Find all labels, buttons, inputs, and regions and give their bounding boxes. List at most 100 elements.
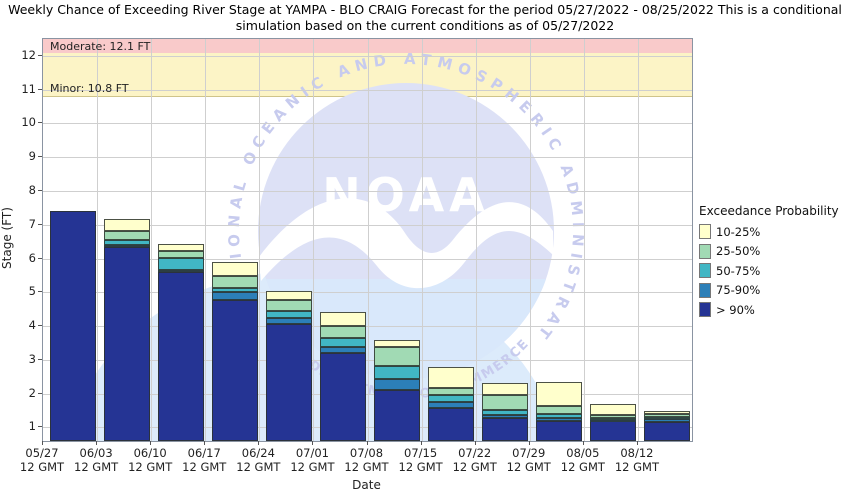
y-tick-mark [38,88,42,90]
moderate-flood-label: Moderate: 12.1 FT [50,40,151,53]
chart-title: Weekly Chance of Exceeding River Stage a… [0,2,850,33]
y-tick-mark [38,156,42,158]
bar-segment [319,353,366,441]
v-gridline [259,39,261,441]
bar-segment [428,394,475,403]
minor-flood-label: Minor: 10.8 FT [50,82,129,96]
legend-label: 25-50% [716,244,761,259]
bar-segment [482,418,529,441]
x-tick-mark [42,441,43,445]
legend-item-90: > 90% [699,300,839,320]
y-tick-mark [38,426,42,428]
legend-label: 50-75% [716,263,761,278]
legend-item-5075: 50-75% [699,261,839,281]
y-tick-mark [38,122,42,124]
y-tick-label: 4 [28,318,36,333]
x-tick-mark [420,441,422,445]
bar-segment [49,211,96,441]
bar-segment [103,247,150,441]
bar-segment [265,291,312,300]
x-tick-mark [96,441,98,445]
legend-item-2550: 25-50% [699,242,839,262]
bar-segment [644,410,691,414]
plot-area: NOAA NATIONAL OCEANIC AND ATMOSPHERIC AD… [42,38,693,442]
bar-segment [374,366,421,380]
bar-segment [157,258,204,271]
v-gridline [637,39,639,441]
legend-swatch [699,224,711,240]
bar-segment [428,407,475,441]
x-tick-mark [528,441,530,445]
y-tick-label: 3 [28,351,36,366]
bar-segment [319,325,366,338]
y-tick-mark [38,325,42,327]
y-tick-mark [38,257,42,259]
y-tick-mark [38,291,42,293]
x-axis-label: Date [352,478,381,492]
x-tick-mark [258,441,260,445]
y-tick-mark [38,190,42,192]
bar-segment [211,287,258,293]
x-tick-mark [150,441,152,445]
x-tick-mark [366,441,368,445]
bar-segment [103,230,150,240]
x-tick-mark [474,441,476,445]
bar-segment [644,419,691,423]
noaa-watermark-text: NOAA [322,168,490,222]
bar-segment [103,245,150,248]
bar-segment [590,414,637,419]
bar-segment [536,418,583,421]
noaa-watermark-gull [259,198,553,289]
bar-segment [536,381,583,406]
x-tick-mark [582,441,584,445]
x-tick-label: 08/05 12 GMT [560,446,605,474]
v-gridline [583,39,585,441]
x-tick-mark [312,441,314,445]
bar-segment [374,347,421,366]
bar-segment [157,250,204,259]
bar-segment [265,318,312,325]
legend-swatch [699,263,711,279]
bar-segment [265,310,312,319]
y-tick-label: 5 [28,284,36,299]
legend-title: Exceedance Probability [699,204,839,218]
x-tick-label: 06/03 12 GMT [74,446,119,474]
v-gridline [421,39,423,441]
legend-swatch [699,282,711,298]
bar-segment [644,417,691,420]
y-tick-label: 9 [28,149,36,164]
bar-segment [428,402,475,408]
x-tick-label: 08/12 12 GMT [614,446,659,474]
y-tick-label: 10 [21,115,36,130]
bar-segment [482,382,529,396]
bar-segment [482,395,529,410]
x-tick-label: 07/01 12 GMT [290,446,335,474]
bar-segment [211,292,258,300]
x-tick-label: 07/22 12 GMT [452,446,497,474]
v-gridline [313,39,315,441]
y-tick-label: 11 [21,81,36,96]
bar-segment [536,420,583,441]
x-tick-mark [204,441,206,445]
bar-segment [590,421,637,441]
bar-segment [103,240,150,246]
bar-segment [374,339,421,348]
bar-segment [590,420,637,423]
bar-segment [374,389,421,441]
bar-segment [157,270,204,273]
legend: Exceedance Probability 10-25% 25-50% 50-75… [699,204,839,320]
bar-segment [536,405,583,414]
v-gridline [529,39,531,441]
chart-title-line1: Weekly Chance of Exceeding River Stage a… [8,2,842,17]
y-tick-label: 2 [28,385,36,400]
legend-swatch [699,302,711,318]
bar-segment [644,422,691,441]
bar-segment [319,312,366,326]
v-gridline [367,39,369,441]
v-gridline [151,39,153,441]
bar-segment [103,219,150,231]
x-tick-label: 07/08 12 GMT [344,446,389,474]
y-tick-mark [38,223,42,225]
x-tick-label: 05/27 12 GMT [19,446,65,474]
v-gridline [97,39,99,441]
